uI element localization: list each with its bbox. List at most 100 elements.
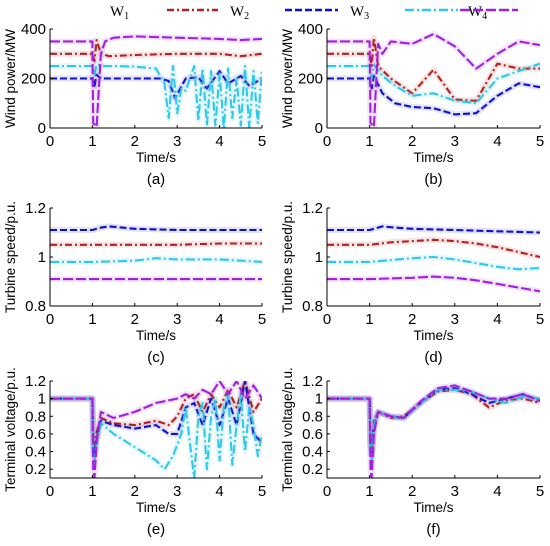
y-tick-label: 1 xyxy=(315,249,323,266)
y-tick-label: 0.2 xyxy=(302,461,323,478)
y-tick-label: 1.2 xyxy=(302,373,323,390)
legend-label-w4: W4 xyxy=(468,4,487,22)
y-tick-label: 1.2 xyxy=(25,373,46,390)
series-line-w4 xyxy=(327,275,540,293)
y-tick-label: 0.4 xyxy=(25,444,46,461)
x-axis-label: Time/s xyxy=(136,150,176,165)
x-tick-label: 1 xyxy=(365,311,373,328)
x-tick-label: 3 xyxy=(451,133,459,150)
panel-caption: (e) xyxy=(147,521,165,538)
panel-caption: (b) xyxy=(424,171,442,188)
x-tick-label: 0 xyxy=(46,133,54,150)
x-tick-label: 3 xyxy=(173,133,181,150)
y-tick-label: 0.4 xyxy=(302,444,323,461)
series-line-w1 xyxy=(50,242,262,246)
legend-label-w3: W3 xyxy=(350,4,369,22)
x-tick-label: 5 xyxy=(536,311,544,328)
x-tick-label: 1 xyxy=(365,133,373,150)
y-tick-label: 0.8 xyxy=(302,298,323,315)
panel-caption: (a) xyxy=(147,171,165,188)
x-tick-label: 2 xyxy=(131,311,139,328)
legend-label-w1: W1 xyxy=(110,4,129,22)
y-axis-label: Terminal voltage/p.u. xyxy=(3,367,18,492)
x-tick-label: 1 xyxy=(88,133,96,150)
y-tick-label: 0.6 xyxy=(25,426,46,443)
series-line-w3 xyxy=(327,255,540,271)
y-axis-label: Wind power/MW xyxy=(280,29,295,128)
x-tick-label: 2 xyxy=(131,133,139,150)
y-tick-label: 400 xyxy=(21,21,46,38)
y-tick-label: 0.8 xyxy=(25,408,46,425)
series-line-w2 xyxy=(327,74,540,116)
x-tick-label: 5 xyxy=(258,483,266,500)
y-tick-label: 0.8 xyxy=(302,408,323,425)
series-line-w4 xyxy=(327,32,540,128)
series-line-w3 xyxy=(50,393,262,478)
panel-b: 0 1 2 3 4 5 0 200 400 Time/s Wind power/MW (b) xyxy=(280,21,544,188)
x-axis-label: Time/s xyxy=(136,328,176,343)
panel-c: 0 1 2 3 4 5 0.8 1 1.2 Time/s Turbine speed/p.u. (c) xyxy=(3,200,266,366)
x-tick-label: 4 xyxy=(215,483,223,500)
series-group xyxy=(327,223,540,295)
x-tick-label: 4 xyxy=(215,133,223,150)
series-line-w2 xyxy=(50,225,262,232)
x-tick-label: 4 xyxy=(215,311,223,328)
series-band-w3 xyxy=(50,61,262,128)
y-tick-label: 0.8 xyxy=(25,298,46,315)
series-group xyxy=(50,33,262,128)
x-tick-label: 5 xyxy=(258,311,266,328)
x-tick-label: 3 xyxy=(451,311,459,328)
series-line-w3 xyxy=(50,257,262,263)
y-tick-label: 400 xyxy=(298,21,323,38)
x-axis-label: Time/s xyxy=(414,328,454,343)
x-axis-label: Time/s xyxy=(136,500,176,515)
x-tick-label: 0 xyxy=(323,311,331,328)
panel-caption: (d) xyxy=(424,349,442,366)
y-axis-label: Terminal voltage/p.u. xyxy=(280,367,295,492)
series-line-w1 xyxy=(327,36,540,102)
x-tick-label: 2 xyxy=(408,133,416,150)
x-tick-label: 0 xyxy=(46,483,54,500)
legend-label-w2: W2 xyxy=(230,4,249,22)
x-tick-label: 4 xyxy=(493,483,501,500)
y-axis-label: Turbine speed/p.u. xyxy=(3,201,18,313)
y-tick-label: 1 xyxy=(315,391,323,408)
series-group xyxy=(327,31,540,128)
x-tick-label: 1 xyxy=(88,483,96,500)
y-tick-label: 1.2 xyxy=(302,200,323,217)
series-line-w4 xyxy=(327,384,540,478)
series-line-w2 xyxy=(50,70,262,100)
x-tick-label: 4 xyxy=(493,311,501,328)
x-tick-label: 5 xyxy=(536,133,544,150)
x-tick-label: 5 xyxy=(536,483,544,500)
y-tick-label: 0 xyxy=(38,120,46,137)
y-tick-label: 200 xyxy=(298,71,323,88)
legend: W1 W2 W3 W4 xyxy=(110,4,518,22)
panel-caption: (c) xyxy=(147,349,165,366)
x-tick-label: 4 xyxy=(493,133,501,150)
y-tick-label: 0.2 xyxy=(25,461,46,478)
x-tick-label: 0 xyxy=(46,311,54,328)
series-line-w1 xyxy=(327,238,540,259)
x-axis-label: Time/s xyxy=(414,150,454,165)
x-tick-label: 1 xyxy=(88,311,96,328)
y-axis-label: Wind power/MW xyxy=(3,29,18,128)
x-tick-label: 3 xyxy=(451,483,459,500)
panel-a: 0 1 2 3 4 5 0 200 400 Time/s Wind power/MW (a) xyxy=(3,21,266,188)
series-band-w3 xyxy=(50,391,262,478)
x-tick-label: 2 xyxy=(131,483,139,500)
y-tick-label: 0.6 xyxy=(302,426,323,443)
x-tick-label: 0 xyxy=(323,483,331,500)
series-group xyxy=(50,381,262,478)
y-tick-label: 1.2 xyxy=(25,200,46,217)
x-tick-label: 0 xyxy=(323,133,331,150)
panel-d: 0 1 2 3 4 5 0.8 1 1.2 Time/s Turbine speed/p.u. (d) xyxy=(280,200,544,366)
x-tick-label: 1 xyxy=(365,483,373,500)
series-line-w3 xyxy=(327,62,540,105)
series-line-w1 xyxy=(50,39,262,63)
panel-caption: (f) xyxy=(426,521,440,538)
y-tick-label: 0 xyxy=(315,120,323,137)
